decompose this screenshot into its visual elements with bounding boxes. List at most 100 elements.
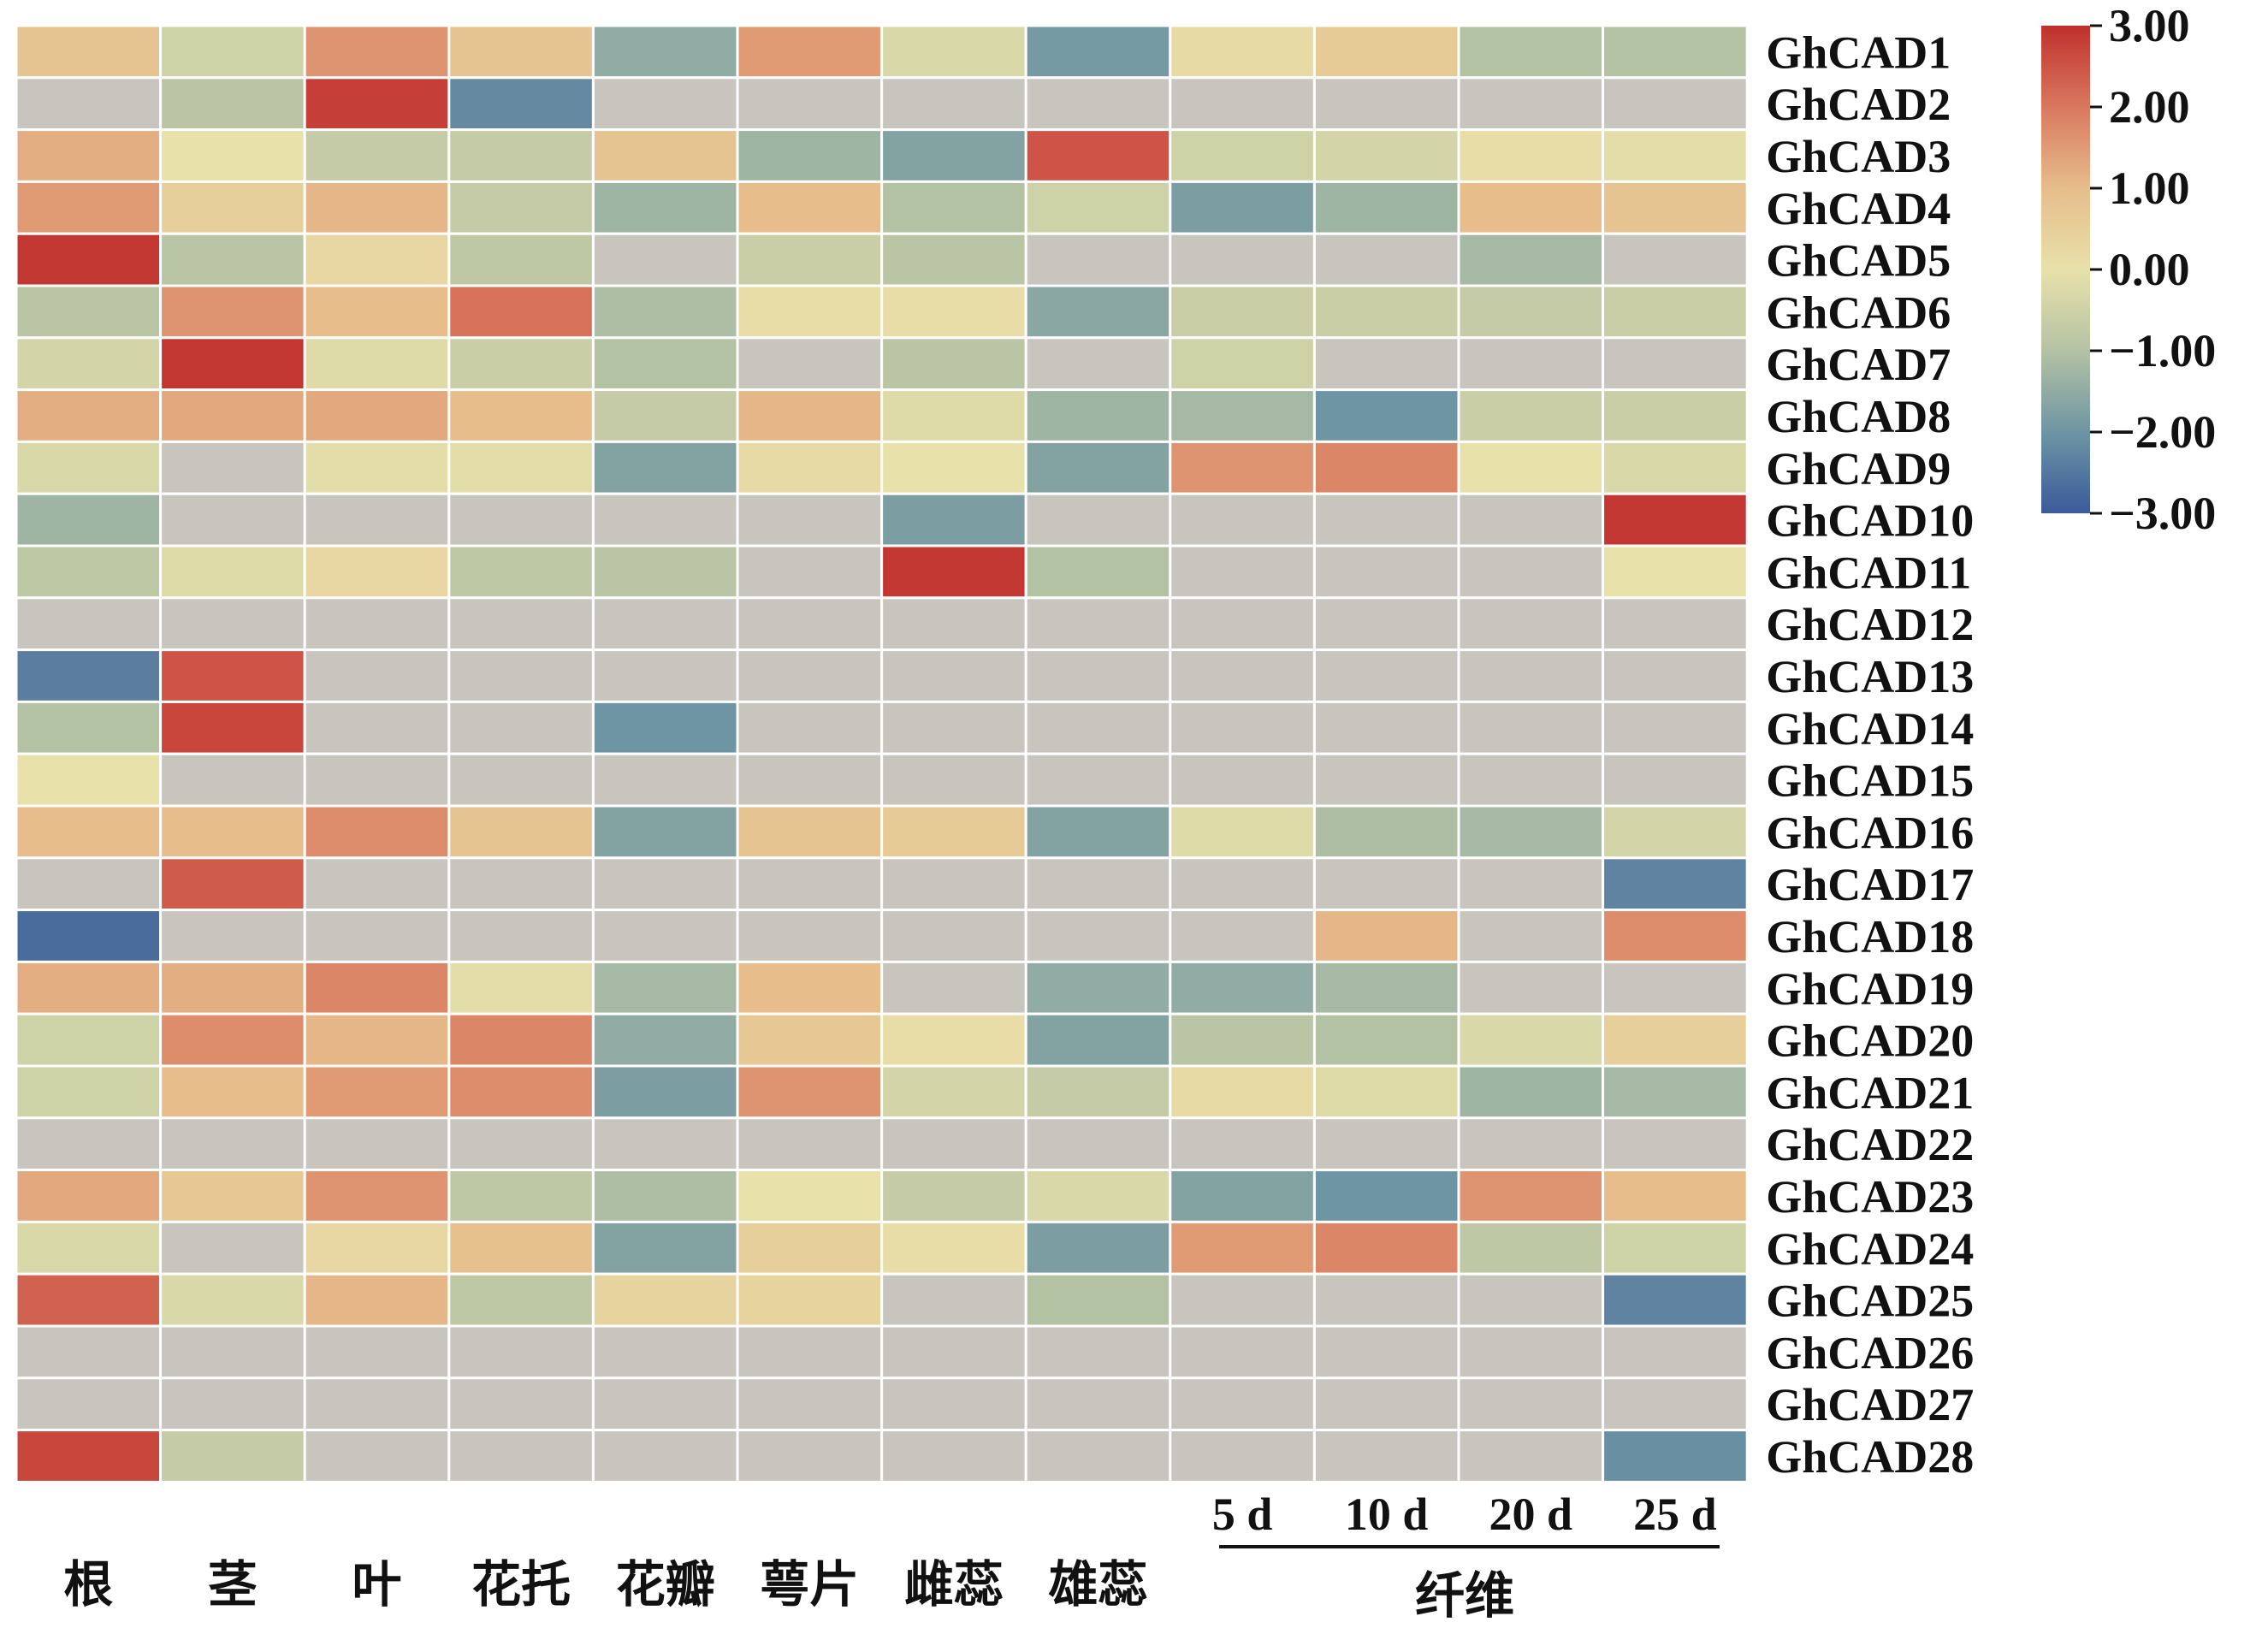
- heatmap-cell: [447, 1116, 595, 1172]
- heatmap-cell: [15, 440, 163, 495]
- heatmap-cell: [1457, 1272, 1605, 1328]
- heatmap-cell: [1024, 440, 1172, 495]
- heatmap-cell: [1169, 544, 1316, 600]
- heatmap-cell: [447, 909, 595, 963]
- heatmap-cell: [1602, 1272, 1749, 1328]
- heatmap-cell: [303, 700, 451, 755]
- heatmap-cell: [736, 1220, 884, 1276]
- heatmap-cell: [736, 804, 884, 860]
- heatmap-cell: [1169, 1064, 1316, 1120]
- heatmap-cell: [159, 544, 306, 600]
- heatmap-cell: [159, 1324, 306, 1380]
- heatmap-cell: [303, 1429, 451, 1483]
- heatmap-cell: [1169, 388, 1316, 443]
- column-label: 叶: [352, 1557, 401, 1613]
- heatmap-cell: [1602, 388, 1749, 443]
- heatmap-cell: [1457, 336, 1605, 392]
- heatmap-cell: [1457, 1220, 1605, 1276]
- heatmap-cell: [303, 1220, 451, 1276]
- row-label: GhCAD18: [1766, 911, 1974, 962]
- heatmap-cell: [1312, 544, 1460, 600]
- heatmap-cell: [159, 804, 306, 860]
- heatmap-cell: [736, 24, 884, 80]
- heatmap-cell: [303, 960, 451, 1015]
- heatmap-cell: [591, 960, 739, 1015]
- heatmap-cell: [15, 752, 163, 808]
- heatmap-cell: [1169, 648, 1316, 703]
- heatmap-cell: [159, 492, 306, 548]
- heatmap-cell: [15, 648, 163, 703]
- colorbar-gradient: [2041, 26, 2090, 513]
- row-label: GhCAD26: [1766, 1327, 1974, 1378]
- heatmap-cell: [591, 180, 739, 235]
- heatmap-cell: [447, 960, 595, 1015]
- colorbar: 3.00 2.00 1.00 0.00 −1.00 −2.00 −3.00: [2041, 0, 2216, 539]
- heatmap-cell: [1024, 232, 1172, 287]
- heatmap-cell: [880, 752, 1027, 808]
- heatmap-cell: [736, 284, 884, 340]
- heatmap-cell: [591, 1376, 739, 1432]
- heatmap-cell: [1024, 128, 1172, 183]
- heatmap-cell: [1457, 1376, 1605, 1432]
- heatmap-cell: [1024, 856, 1172, 912]
- heatmap-cell: [880, 388, 1027, 443]
- heatmap-cell: [880, 492, 1027, 548]
- heatmap-cell: [15, 76, 163, 132]
- heatmap-cell: [15, 1116, 163, 1172]
- heatmap-cell: [1602, 596, 1749, 652]
- heatmap-cell: [591, 1012, 739, 1068]
- heatmap-cell: [303, 752, 451, 808]
- colorbar-tick-label: 1.00: [2109, 163, 2190, 214]
- heatmap-cell: [159, 128, 306, 183]
- colorbar-tick-label: −3.00: [2109, 488, 2216, 539]
- heatmap-cell: [447, 1324, 595, 1380]
- heatmap-cell: [1169, 1169, 1316, 1223]
- column-label: 萼片: [760, 1557, 859, 1613]
- heatmap-cell: [1312, 388, 1460, 443]
- heatmap-cell: [303, 1116, 451, 1172]
- heatmap-cell: [1602, 700, 1749, 755]
- heatmap-cell: [303, 1272, 451, 1328]
- heatmap-cell: [736, 648, 884, 703]
- heatmap-cell: [736, 76, 884, 132]
- heatmap-cell: [1312, 1116, 1460, 1172]
- column-label: 茎: [208, 1557, 258, 1613]
- heatmap-cell: [1457, 1012, 1605, 1068]
- column-label: 5 d: [1212, 1489, 1273, 1540]
- row-label: GhCAD2: [1766, 79, 1951, 130]
- heatmap-cell: [1312, 1169, 1460, 1223]
- heatmap-cell: [1169, 1376, 1316, 1432]
- heatmap-cells: [15, 24, 1749, 1483]
- heatmap-cell: [1169, 700, 1316, 755]
- row-label: GhCAD10: [1766, 495, 1974, 547]
- heatmap-cell: [1312, 1324, 1460, 1380]
- heatmap-cell: [303, 544, 451, 600]
- heatmap-cell: [15, 700, 163, 755]
- heatmap-cell: [1312, 752, 1460, 808]
- heatmap-cell: [1169, 596, 1316, 652]
- heatmap-cell: [1602, 1169, 1749, 1223]
- row-label: GhCAD4: [1766, 183, 1951, 234]
- heatmap-cell: [591, 856, 739, 912]
- heatmap-cell: [591, 440, 739, 495]
- heatmap-cell: [15, 1064, 163, 1120]
- heatmap-cell: [303, 1324, 451, 1380]
- heatmap-cell: [1024, 24, 1172, 80]
- heatmap-cell: [1169, 1324, 1316, 1380]
- heatmap-cell: [303, 180, 451, 235]
- heatmap-cell: [1602, 856, 1749, 912]
- heatmap-cell: [159, 909, 306, 963]
- heatmap-cell: [1312, 492, 1460, 548]
- colorbar-tick-label: 2.00: [2109, 81, 2190, 133]
- heatmap-cell: [1602, 752, 1749, 808]
- heatmap-cell: [15, 1220, 163, 1276]
- heatmap-cell: [159, 336, 306, 392]
- column-label: 花托: [471, 1557, 571, 1613]
- heatmap-cell: [447, 648, 595, 703]
- heatmap-cell: [1457, 180, 1605, 235]
- heatmap-cell: [1169, 76, 1316, 132]
- heatmap-cell: [15, 336, 163, 392]
- heatmap-cell: [1024, 336, 1172, 392]
- heatmap-cell: [736, 1012, 884, 1068]
